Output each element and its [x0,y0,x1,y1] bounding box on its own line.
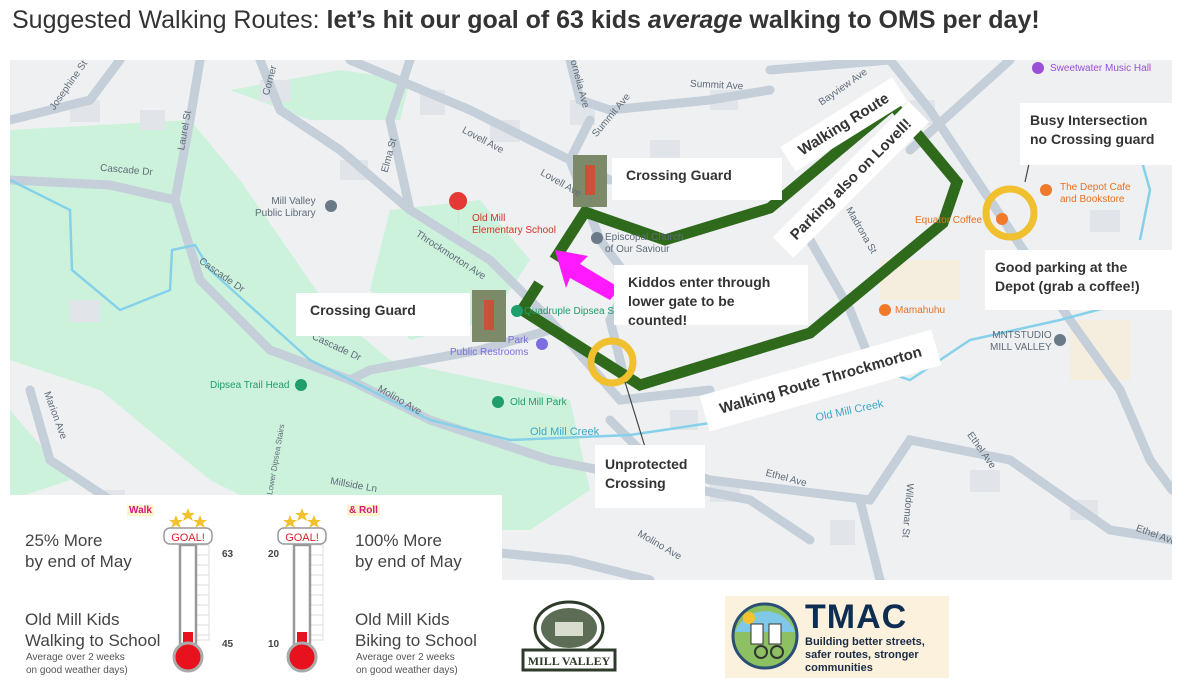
thermometer-fill [297,632,307,650]
roll-tag: & Roll [347,505,380,516]
crossing-guard-photo [573,155,607,207]
poi-depot-cafe[interactable]: The Depot Cafe and Bookstore [1060,182,1131,205]
walking-route-map[interactable]: Josephine St Laurel St Corner Cascade Dr… [10,60,1172,580]
poi-school[interactable]: Old Mill Elementary School [472,213,556,236]
creek-label: Old Mill Creek [530,426,600,438]
star-icon [283,515,297,528]
cafe-icon [1040,184,1052,196]
star-icon [307,515,321,528]
callout-crossing-guard: Crossing Guard [296,293,470,336]
star-icon [295,508,309,521]
music-venue-icon [1032,62,1044,74]
bike-thermometer: GOAL! [277,508,327,673]
tmac-badge-icon [731,602,799,670]
crossing-guard-photo [472,290,506,342]
restroom-icon [536,338,548,350]
callout-crossing-guard: Crossing Guard [612,158,782,200]
walk-base-value: 45 [222,639,234,650]
callout-good-parking: Good parking at the Depot (grab a coffee… [985,250,1172,310]
bike-goal-value: 20 [268,549,280,560]
park-icon [492,396,504,408]
star-icon [181,508,195,521]
walk-note: Average over 2 weeks on good weather day… [26,652,128,676]
walk-label: Old Mill Kids Walking to School [25,610,161,650]
bike-base-value: 10 [268,639,280,650]
busy-intersection-ring [982,185,1038,241]
restaurant-icon [879,304,891,316]
callout-kiddos-entry: Kiddos enter through lower gate to be co… [614,265,808,328]
poi-dipsea[interactable]: Quadruple Dipsea S [524,306,615,317]
star-icon [169,515,183,528]
walking-route-line [517,97,964,392]
tmac-tagline: Building better streets, safer routes, s… [805,636,925,674]
poi-mntstudio[interactable]: MNTSTUDIO MILL VALLEY [990,330,1052,353]
walk-goal-value: 63 [222,549,234,560]
callout-unprotected-crossing: Unprotected Crossing [595,445,705,508]
entry-arrow [555,250,620,300]
tmac-name: TMAC [805,598,908,636]
place-icon [1054,334,1066,346]
bike-label: Old Mill Kids Biking to School [355,610,477,650]
coffee-icon [996,213,1008,225]
tmac-logo: TMAC Building better streets, safer rout… [725,596,949,678]
callout-pointer [624,381,646,448]
poi-restrooms[interactable]: Park Public Restrooms [450,335,529,358]
poi-equator[interactable]: Equator Coffee [915,215,983,226]
park-icon [511,305,523,317]
thermometer-fill [183,632,193,650]
goal-badge: GOAL! [171,532,205,544]
walk-tag: Walk [127,505,154,516]
poi-church[interactable]: Episcopal Church of Our Saviour [605,232,684,255]
page-title: Suggested Walking Routes: let’s hit our … [12,6,1040,34]
walk-thermometer: GOAL! [163,508,213,673]
poi-library[interactable]: Mill Valley Public Library [255,196,316,219]
park-area [10,410,70,500]
star-icon [193,515,207,528]
route-gap [534,256,561,288]
walk-headline: 25% More by end of May [25,531,132,571]
library-icon [325,200,337,212]
bike-note: Average over 2 weeks on good weather day… [356,652,458,676]
mill-valley-logo: MILL VALLEY [520,600,618,672]
trail-icon [295,379,307,391]
goal-badge: GOAL! [285,532,319,544]
school-pin-icon [449,192,468,238]
old-mill-creek [10,178,1172,442]
poi-trail-head[interactable]: Dipsea Trail Head [210,380,290,391]
callout-busy-intersection: Busy Intersection no Crossing guard [1020,103,1172,165]
unprotected-crossing-ring [587,337,637,387]
poi-mamahuhu[interactable]: Mamahuhu [895,305,946,316]
mill-valley-logo-text: MILL VALLEY [528,654,611,668]
bike-headline: 100% More by end of May [355,531,462,571]
church-icon [591,232,603,244]
poi-old-mill-park[interactable]: Old Mill Park [510,397,567,408]
poi-sweetwater[interactable]: Sweetwater Music Hall [1050,63,1152,74]
goals-panel [10,495,502,693]
